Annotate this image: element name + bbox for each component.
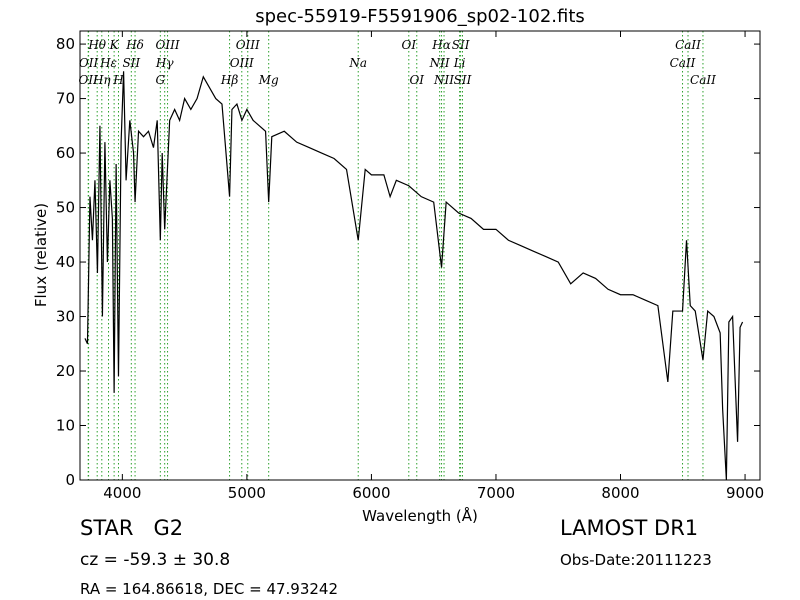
y-tick-label: 70 [56, 90, 75, 108]
spectral-line-label: Hδ [125, 38, 144, 52]
spectral-line-label: OIII [156, 38, 180, 52]
redshift: cz = -59.3 ± 30.8 [80, 550, 230, 570]
x-tick-label: 6000 [352, 484, 390, 502]
chart-title: spec-55919-F5591906_sp02-102.fits [255, 6, 585, 27]
spectral-line-label: NII [429, 56, 450, 70]
spectral-line-label: CaII [675, 38, 701, 52]
x-tick-label: 9000 [726, 484, 764, 502]
spectral-line-label: OII [79, 73, 99, 87]
spectral-line-label: Na [348, 56, 367, 70]
plot-frame [79, 30, 761, 481]
spectral-line-label: OI [409, 73, 424, 87]
spectral-line-label: Mg [258, 73, 279, 87]
x-tick-label: 8000 [601, 484, 639, 502]
spectral-line-label: H [112, 73, 124, 87]
spectral-line-label: Hη [92, 73, 111, 87]
object-class: STAR G2 [80, 516, 183, 540]
y-tick-label: 0 [65, 471, 75, 489]
spectral-line-label: Hα [431, 38, 451, 52]
spectral-line-label: G [156, 73, 166, 87]
spectrum-line [84, 71, 744, 481]
survey: LAMOST DR1 [560, 516, 698, 540]
spectral-line-label: SII [452, 38, 470, 52]
y-axis-label: Flux (relative) [32, 203, 50, 307]
spectral-line-label: CaII [670, 56, 696, 70]
spectral-line-label: SII [454, 73, 472, 87]
obs-date: Obs-Date:20111223 [560, 551, 712, 569]
spectral-line-label: SII [122, 56, 140, 70]
y-tick-label: 20 [56, 362, 75, 380]
y-tick-label: 40 [56, 253, 75, 271]
spectral-line-label: OI [402, 38, 417, 52]
spectral-line-label: OIII [236, 38, 260, 52]
coordinates: RA = 164.86618, DEC = 47.93242 [80, 580, 338, 598]
y-tick-label: 50 [56, 199, 75, 217]
spectral-line-label: Li [453, 56, 466, 70]
x-tick-label: 5000 [228, 484, 266, 502]
x-axis-label: Wavelength (Å) [362, 506, 478, 525]
spectral-line-label: Hθ [87, 38, 106, 52]
y-tick-label: 80 [56, 35, 75, 53]
y-tick-label: 10 [56, 417, 75, 435]
spectral-line-label: CaII [690, 73, 716, 87]
spectral-line-label: K [109, 38, 120, 52]
spectral-line-label: Hβ [220, 73, 238, 87]
spectral-line-label: Hγ [155, 56, 174, 70]
x-tick-label: 7000 [477, 484, 515, 502]
spectral-line-label: NII [433, 73, 454, 87]
y-tick-label: 60 [56, 144, 75, 162]
spectral-line-label: Hε [99, 56, 117, 70]
spectral-line-label: OIII [230, 56, 254, 70]
y-tick-label: 30 [56, 308, 75, 326]
x-tick-label: 4000 [103, 484, 141, 502]
